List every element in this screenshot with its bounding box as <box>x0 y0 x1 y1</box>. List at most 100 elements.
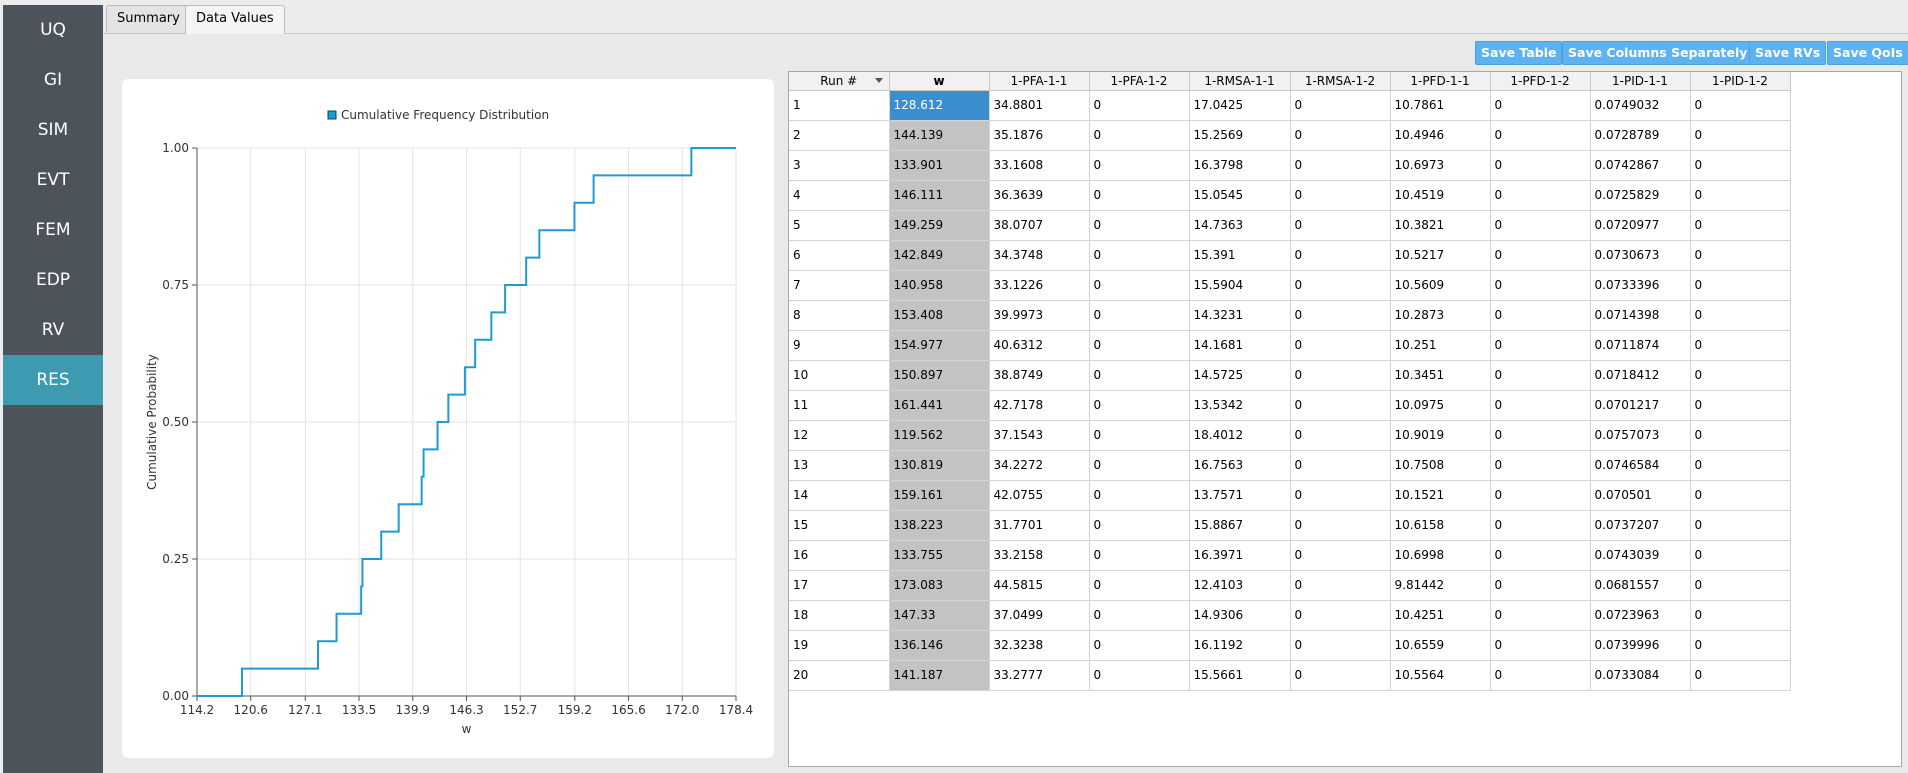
table-cell[interactable]: 0.0720977 <box>1590 210 1691 241</box>
table-cell[interactable]: 0 <box>1089 120 1190 151</box>
save-rvs-button[interactable]: Save RVs <box>1749 41 1827 65</box>
table-cell[interactable]: 10.7508 <box>1390 450 1491 481</box>
table-cell[interactable]: 0 <box>1089 150 1190 181</box>
table-cell[interactable]: 0 <box>1290 330 1391 361</box>
table-cell[interactable]: 10.9019 <box>1390 420 1491 451</box>
table-cell[interactable]: 0 <box>1690 150 1791 181</box>
table-cell[interactable]: 141.187 <box>889 660 990 691</box>
table-cell[interactable]: 10 <box>789 360 890 391</box>
table-cell[interactable]: 0 <box>1089 600 1190 631</box>
table-cell[interactable]: 0 <box>1290 180 1391 211</box>
table-cell[interactable]: 146.111 <box>889 180 990 211</box>
table-cell[interactable]: 133.755 <box>889 540 990 571</box>
table-cell[interactable]: 0 <box>1089 240 1190 271</box>
table-cell[interactable]: 0 <box>1690 540 1791 571</box>
table-cell[interactable]: 0 <box>1089 390 1190 421</box>
table-cell[interactable]: 128.612 <box>889 90 990 121</box>
table-cell[interactable]: 10.6973 <box>1390 150 1491 181</box>
table-cell[interactable]: 2 <box>789 120 890 151</box>
table-cell[interactable]: 16 <box>789 540 890 571</box>
table-cell[interactable]: 0 <box>1490 420 1591 451</box>
table-cell[interactable]: 0 <box>1089 90 1190 121</box>
table-cell[interactable]: 119.562 <box>889 420 990 451</box>
table-cell[interactable]: 6 <box>789 240 890 271</box>
table-cell[interactable]: 0 <box>1290 570 1391 601</box>
table-cell[interactable]: 0 <box>1490 450 1591 481</box>
table-cell[interactable]: 0.0725829 <box>1590 180 1691 211</box>
table-cell[interactable]: 10.2873 <box>1390 300 1491 331</box>
table-cell[interactable]: 0.0749032 <box>1590 90 1691 121</box>
table-cell[interactable]: 10.3821 <box>1390 210 1491 241</box>
table-cell[interactable]: 12 <box>789 420 890 451</box>
table-cell[interactable]: 39.9973 <box>989 300 1090 331</box>
table-cell[interactable]: 0 <box>1089 270 1190 301</box>
table-cell[interactable]: 10.3451 <box>1390 360 1491 391</box>
table-cell[interactable]: 0 <box>1089 540 1190 571</box>
table-cell[interactable]: 0 <box>1490 510 1591 541</box>
table-cell[interactable]: 0 <box>1290 630 1391 661</box>
table-cell[interactable]: 0 <box>1290 270 1391 301</box>
table-cell[interactable]: 37.0499 <box>989 600 1090 631</box>
table-cell[interactable]: 9.81442 <box>1390 570 1491 601</box>
table-cell[interactable]: 37.1543 <box>989 420 1090 451</box>
table-cell[interactable]: 153.408 <box>889 300 990 331</box>
table-cell[interactable]: 0 <box>1690 210 1791 241</box>
table-cell[interactable]: 0 <box>1089 450 1190 481</box>
table-cell[interactable]: 0 <box>1690 390 1791 421</box>
table-cell[interactable]: 10.7861 <box>1390 90 1491 121</box>
table-cell[interactable]: 0.0746584 <box>1590 450 1691 481</box>
table-cell[interactable]: 0 <box>1690 120 1791 151</box>
table-cell[interactable]: 32.3238 <box>989 630 1090 661</box>
table-cell[interactable]: 0 <box>1089 420 1190 451</box>
table-cell[interactable]: 0 <box>1490 480 1591 511</box>
table-cell[interactable]: 0 <box>1690 510 1791 541</box>
table-cell[interactable]: 13.7571 <box>1189 480 1291 511</box>
column-header[interactable]: 1-PID-1-1 <box>1590 72 1691 91</box>
table-cell[interactable]: 144.139 <box>889 120 990 151</box>
table-cell[interactable]: 154.977 <box>889 330 990 361</box>
table-cell[interactable]: 0 <box>1490 630 1591 661</box>
table-cell[interactable]: 0.0743039 <box>1590 540 1691 571</box>
table-cell[interactable]: 0 <box>1490 660 1591 691</box>
sidebar-item-evt[interactable]: EVT <box>36 170 70 190</box>
sidebar-item-uq[interactable]: UQ <box>40 20 66 40</box>
table-cell[interactable]: 0 <box>1690 630 1791 661</box>
table-cell[interactable]: 150.897 <box>889 360 990 391</box>
table-cell[interactable]: 0.0742867 <box>1590 150 1691 181</box>
table-cell[interactable]: 34.2272 <box>989 450 1090 481</box>
table-cell[interactable]: 18.4012 <box>1189 420 1291 451</box>
table-cell[interactable]: 5 <box>789 210 890 241</box>
table-cell[interactable]: 34.3748 <box>989 240 1090 271</box>
save-qois-button[interactable]: Save QoIs <box>1827 41 1908 65</box>
table-cell[interactable]: 0 <box>1089 210 1190 241</box>
table-cell[interactable]: 130.819 <box>889 450 990 481</box>
table-cell[interactable]: 159.161 <box>889 480 990 511</box>
column-header[interactable]: Run # <box>789 72 890 91</box>
table-cell[interactable]: 17.0425 <box>1189 90 1291 121</box>
table-cell[interactable]: 0 <box>1490 150 1591 181</box>
sidebar-item-edp[interactable]: EDP <box>35 270 71 290</box>
table-cell[interactable]: 0 <box>1690 480 1791 511</box>
table-cell[interactable]: 0 <box>1490 330 1591 361</box>
table-cell[interactable]: 0.0730673 <box>1590 240 1691 271</box>
table-cell[interactable]: 0 <box>1089 630 1190 661</box>
table-cell[interactable]: 0 <box>1089 360 1190 391</box>
table-cell[interactable]: 0 <box>1490 210 1591 241</box>
table-cell[interactable]: 31.7701 <box>989 510 1090 541</box>
table-cell[interactable]: 0 <box>1490 540 1591 571</box>
table-cell[interactable]: 173.083 <box>889 570 990 601</box>
table-cell[interactable]: 15.0545 <box>1189 180 1291 211</box>
table-cell[interactable]: 15.8867 <box>1189 510 1291 541</box>
table-cell[interactable]: 0 <box>1490 300 1591 331</box>
table-cell[interactable]: 0.0711874 <box>1590 330 1691 361</box>
table-cell[interactable]: 0 <box>1290 300 1391 331</box>
table-cell[interactable]: 0.0714398 <box>1590 300 1691 331</box>
table-cell[interactable]: 0 <box>1690 300 1791 331</box>
table-cell[interactable]: 10.6559 <box>1390 630 1491 661</box>
table-cell[interactable]: 44.5815 <box>989 570 1090 601</box>
table-cell[interactable]: 138.223 <box>889 510 990 541</box>
table-cell[interactable]: 33.2158 <box>989 540 1090 571</box>
table-cell[interactable]: 10.6998 <box>1390 540 1491 571</box>
table-cell[interactable]: 0.0718412 <box>1590 360 1691 391</box>
table-cell[interactable]: 0.0701217 <box>1590 390 1691 421</box>
